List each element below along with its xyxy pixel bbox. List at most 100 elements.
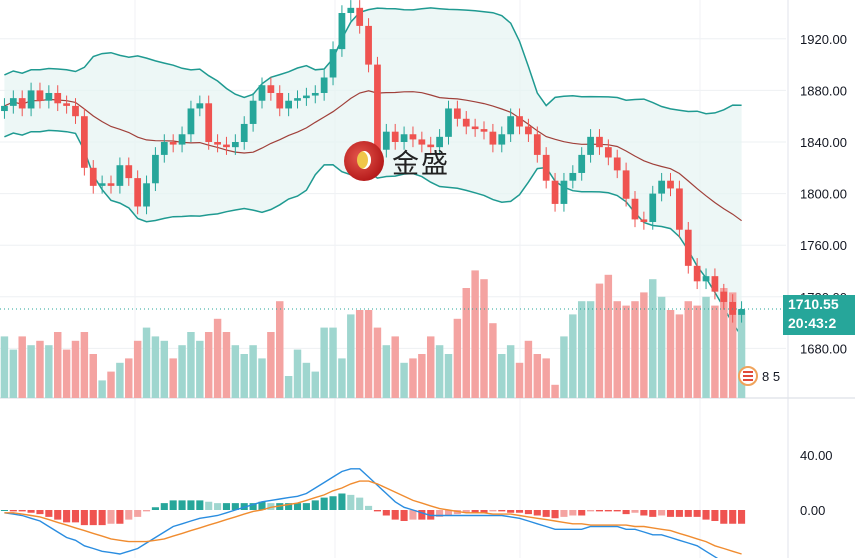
candle bbox=[560, 172, 568, 212]
macd-histogram-bar bbox=[702, 510, 710, 520]
macd-histogram-bar bbox=[578, 510, 586, 516]
volume-bar bbox=[231, 345, 240, 398]
candle-body bbox=[409, 134, 417, 140]
candle-body bbox=[205, 103, 213, 142]
candle-body bbox=[418, 139, 426, 145]
macd-histogram-bar bbox=[675, 510, 683, 517]
candle-body bbox=[516, 116, 523, 127]
candle bbox=[400, 126, 408, 150]
candle-body bbox=[374, 64, 381, 150]
economic-event-badge[interactable]: 8 5 bbox=[738, 366, 780, 386]
candle-body bbox=[436, 136, 443, 148]
price-tick-label: 1840.00 bbox=[800, 135, 847, 150]
price-tick-label: 1760.00 bbox=[800, 238, 847, 253]
macd-histogram-bar bbox=[54, 510, 62, 520]
macd-histogram-bar bbox=[729, 510, 737, 524]
candle-body bbox=[338, 13, 346, 50]
candle bbox=[480, 121, 488, 140]
candle bbox=[311, 85, 319, 104]
macd-histogram-bar bbox=[542, 510, 550, 517]
candle bbox=[276, 85, 284, 117]
candle-body bbox=[711, 276, 719, 292]
macd-histogram-bar bbox=[134, 510, 142, 517]
candle bbox=[640, 211, 648, 230]
volume-bar bbox=[347, 314, 355, 398]
candle-body bbox=[578, 154, 586, 173]
volume-bar bbox=[728, 292, 737, 398]
macd-histogram-bar bbox=[382, 510, 390, 516]
macd-histogram-bar bbox=[231, 503, 239, 510]
macd-histogram-bar bbox=[622, 510, 630, 515]
macd-histogram-bar bbox=[285, 503, 293, 510]
candle-body bbox=[285, 100, 293, 109]
candle-body bbox=[258, 85, 266, 101]
volume-bar bbox=[595, 283, 604, 398]
event-count: 8 5 bbox=[762, 368, 781, 384]
candle bbox=[72, 98, 79, 124]
price-axis[interactable]: 1680.001720.001760.001800.001840.001880.… bbox=[787, 0, 847, 558]
candle-body bbox=[320, 77, 328, 93]
volume-bar bbox=[53, 332, 62, 398]
volume-bar bbox=[649, 279, 657, 398]
candle bbox=[125, 157, 133, 186]
macd-histogram-bar bbox=[89, 510, 97, 526]
candle bbox=[249, 92, 257, 132]
candle-body bbox=[276, 92, 284, 109]
candle-body bbox=[249, 100, 257, 124]
macd-histogram-bar bbox=[666, 510, 675, 517]
macd-histogram-bar bbox=[400, 510, 408, 521]
volume-bar bbox=[515, 362, 524, 398]
volume-bar bbox=[311, 371, 320, 398]
macd-histogram-bar bbox=[320, 497, 328, 510]
candle-body bbox=[152, 154, 159, 184]
volume-bar bbox=[453, 318, 462, 398]
candle bbox=[702, 268, 710, 290]
candle bbox=[436, 129, 443, 155]
volume-bar bbox=[364, 310, 373, 398]
candle bbox=[462, 111, 470, 135]
candle-body bbox=[658, 180, 666, 194]
volume-bar bbox=[107, 371, 115, 398]
macd-histogram-bar bbox=[214, 503, 222, 510]
candle-body bbox=[569, 172, 577, 181]
candle-body bbox=[525, 126, 532, 135]
macd-histogram-bar bbox=[587, 510, 595, 512]
volume-bar bbox=[613, 301, 621, 398]
bollinger-basis bbox=[4, 90, 742, 222]
candle bbox=[54, 85, 62, 112]
candle bbox=[116, 157, 124, 194]
volume-bar bbox=[684, 301, 693, 398]
volume-bar bbox=[187, 332, 195, 398]
macd-panel[interactable]: 0.00 40.00 bbox=[0, 448, 833, 558]
candle-body bbox=[738, 308, 745, 315]
candle-body bbox=[604, 147, 612, 158]
volume-bar bbox=[586, 301, 595, 398]
volume-bar bbox=[338, 358, 346, 398]
candle-body bbox=[613, 157, 621, 171]
volume-bar bbox=[62, 349, 71, 398]
volume-bar bbox=[178, 345, 186, 398]
candle-body bbox=[98, 183, 106, 186]
macd-histogram-bar bbox=[738, 510, 746, 524]
candle bbox=[631, 191, 639, 228]
macd-histogram-bar bbox=[507, 510, 515, 513]
volume-bar bbox=[169, 358, 177, 398]
macd-histogram-bar bbox=[249, 503, 257, 510]
candle bbox=[604, 139, 612, 166]
macd-histogram-bar bbox=[711, 510, 719, 521]
macd-histogram-bar bbox=[524, 510, 532, 515]
macd-histogram-bar bbox=[462, 510, 470, 513]
volume-bar bbox=[426, 336, 435, 398]
volume-bar bbox=[622, 305, 630, 398]
volume-bar bbox=[418, 354, 426, 398]
volume-bar bbox=[604, 274, 613, 398]
macd-histogram-bar bbox=[613, 510, 621, 512]
candle bbox=[374, 56, 381, 158]
macd-histogram-bar bbox=[569, 510, 577, 516]
macd-histogram-bar bbox=[293, 503, 302, 510]
volume-bar bbox=[329, 327, 337, 398]
volume-bar bbox=[631, 301, 639, 398]
candlesticks[interactable] bbox=[1, 0, 745, 323]
candle-body bbox=[9, 98, 17, 106]
